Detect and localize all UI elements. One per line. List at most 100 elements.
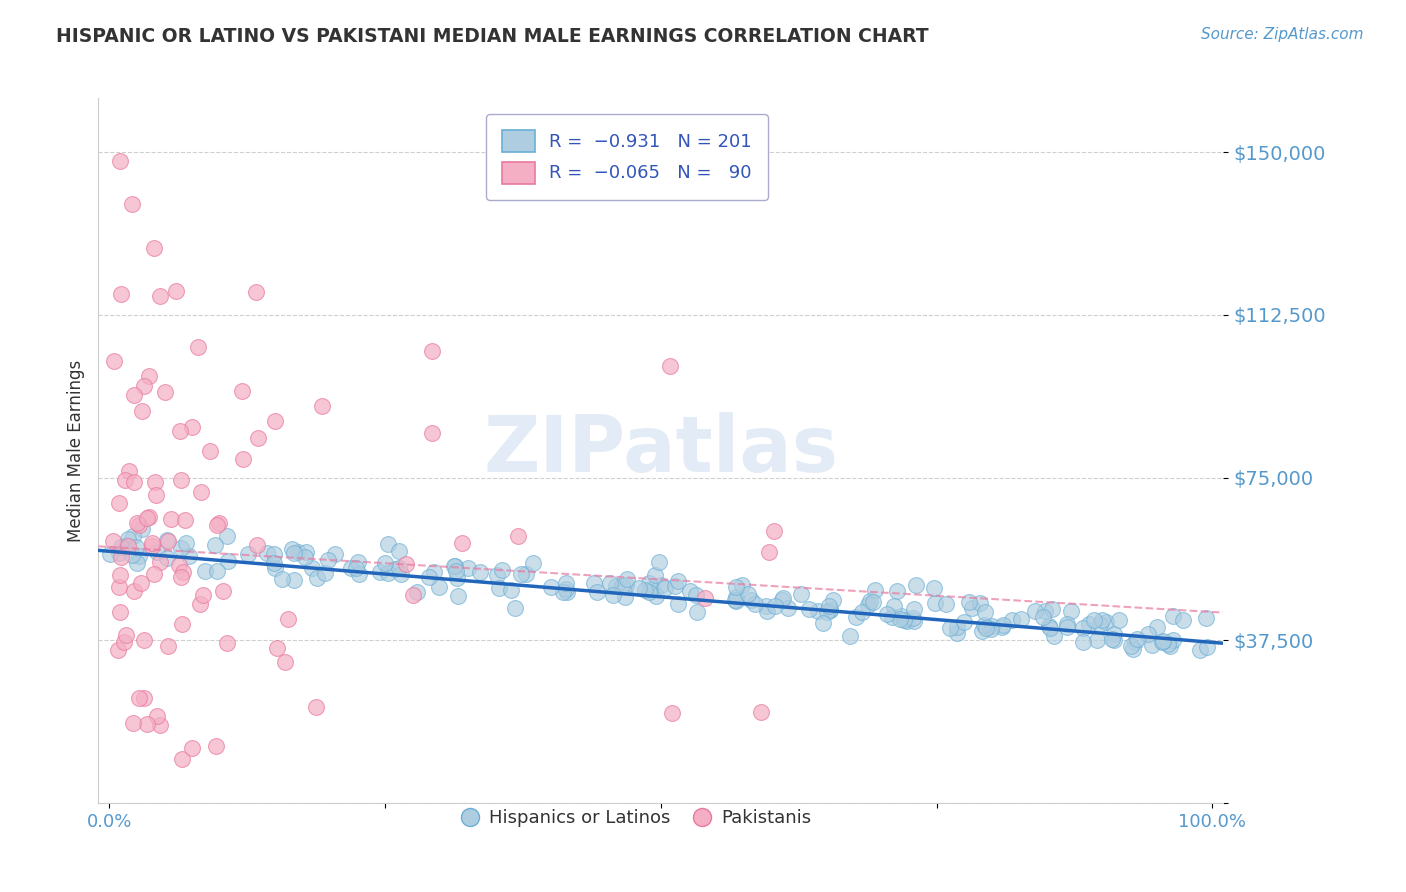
Point (149, 289, 172, 303)
Point (731, 578, 754, 592)
Point (107, 496, 129, 510)
Point (205, 564, 228, 578)
Point (131, 522, 153, 536)
Point (755, 599, 778, 614)
Point (522, 557, 544, 571)
Point (217, 636, 239, 650)
Point (685, 588, 707, 602)
Point (974, 621, 997, 635)
Point (263, 557, 285, 571)
Point (823, 593, 845, 607)
Point (555, 576, 578, 591)
Point (110, 153, 132, 168)
Point (157, 639, 180, 653)
Point (876, 607, 898, 622)
Point (172, 616, 194, 631)
Point (1088, 617, 1111, 632)
Point (457, 561, 479, 575)
Point (650, 578, 672, 592)
Point (1039, 621, 1062, 635)
Point (121, 197, 143, 211)
Point (896, 614, 918, 628)
Point (1146, 620, 1168, 634)
Point (776, 600, 799, 615)
Point (135, 717, 157, 731)
Point (939, 621, 962, 635)
Point (1040, 602, 1063, 616)
Y-axis label: Median Male Earnings: Median Male Earnings (66, 359, 84, 541)
Point (863, 582, 886, 597)
Point (245, 285, 267, 299)
Point (110, 568, 132, 582)
Point (444, 564, 467, 578)
Point (946, 625, 969, 640)
Point (172, 566, 194, 580)
Point (193, 564, 215, 578)
Point (1161, 633, 1184, 648)
Point (886, 584, 908, 599)
Point (217, 554, 239, 568)
Point (384, 562, 406, 576)
Point (141, 535, 163, 549)
Point (763, 524, 786, 539)
Point (1083, 614, 1105, 628)
Point (628, 581, 651, 595)
Point (156, 533, 179, 548)
Point (149, 717, 172, 731)
Point (486, 568, 509, 582)
Point (170, 570, 193, 584)
Point (679, 584, 702, 599)
Point (347, 555, 370, 569)
Point (1091, 613, 1114, 627)
Point (423, 565, 446, 579)
Point (406, 585, 429, 599)
Point (839, 629, 862, 643)
Point (970, 624, 993, 639)
Point (515, 567, 537, 582)
Point (112, 635, 135, 649)
Point (280, 541, 302, 556)
Point (790, 587, 813, 601)
Point (1073, 635, 1095, 649)
Point (388, 561, 411, 575)
Point (661, 706, 683, 720)
Point (177, 549, 200, 564)
Point (349, 566, 371, 581)
Point (664, 579, 686, 593)
Point (666, 597, 689, 611)
Point (170, 473, 193, 487)
Point (402, 588, 425, 602)
Point (634, 582, 657, 597)
Point (638, 576, 661, 591)
Point (1123, 635, 1146, 649)
Point (165, 284, 187, 298)
Point (108, 581, 131, 595)
Point (389, 566, 412, 581)
Point (172, 752, 194, 766)
Point (187, 341, 209, 355)
Point (654, 582, 676, 596)
Point (443, 558, 465, 573)
Point (922, 582, 945, 596)
Point (641, 582, 664, 596)
Point (818, 603, 841, 617)
Point (443, 558, 465, 573)
Point (903, 614, 925, 628)
Point (101, 534, 124, 549)
Point (318, 553, 340, 567)
Point (451, 535, 474, 549)
Point (245, 538, 267, 552)
Point (1060, 604, 1083, 618)
Point (638, 585, 661, 599)
Point (740, 593, 762, 607)
Point (264, 561, 287, 575)
Point (323, 548, 346, 562)
Point (510, 566, 533, 581)
Point (212, 584, 235, 599)
Point (813, 615, 835, 630)
Point (616, 572, 638, 586)
Point (981, 619, 1004, 633)
Point (807, 604, 830, 618)
Point (501, 582, 523, 597)
Point (1032, 610, 1054, 624)
